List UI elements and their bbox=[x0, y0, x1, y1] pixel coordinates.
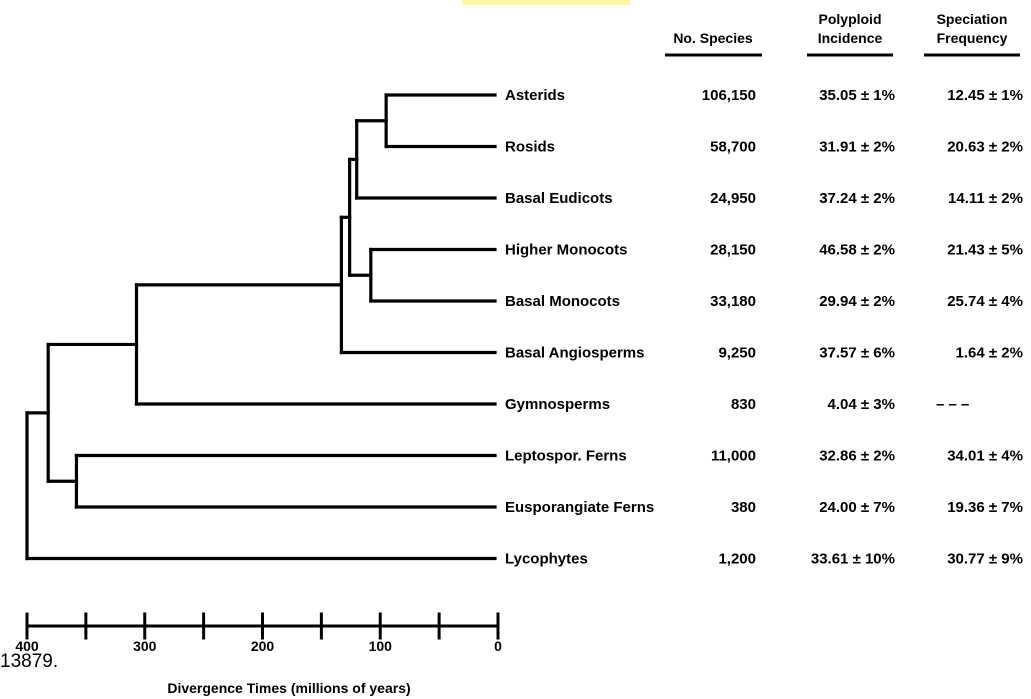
species-count: 28,150 bbox=[710, 242, 756, 259]
taxon-label-lycophytes: Lycophytes bbox=[505, 551, 588, 568]
axis-tick-label: 400 bbox=[15, 638, 39, 654]
speciation-frequency: 14.11 ± 2% bbox=[948, 190, 1023, 207]
polyploid-incidence: 35.05 ± 1% bbox=[819, 87, 895, 104]
taxa-table: Asterids 106,150 35.05 ± 1% 12.45 ± 1% Rosid… bbox=[505, 87, 1023, 568]
speciation-frequency: 19.36 ± 7% bbox=[947, 499, 1023, 516]
axis-tick-label: 0 bbox=[494, 638, 502, 654]
phylogenetic-tree bbox=[25, 93, 497, 561]
taxon-label-basal-eudicots: Basal Eudicots bbox=[505, 190, 613, 207]
taxon-row: Basal Eudicots 24,950 37.24 ± 2% 14.11 ± 2% bbox=[505, 190, 1023, 207]
species-count: 1,200 bbox=[718, 551, 756, 568]
polyploid-incidence: 37.57 ± 6% bbox=[819, 345, 895, 362]
taxon-label-basal-angiosperms: Basal Angiosperms bbox=[505, 345, 645, 362]
axis-tick-label: 200 bbox=[251, 638, 275, 654]
taxon-row: Basal Monocots 33,180 29.94 ± 2% 25.74 ± 4% bbox=[505, 293, 1023, 310]
taxon-row: Leptospor. Ferns 11,000 32.86 ± 2% 34.01 ± … bbox=[505, 448, 1023, 465]
species-count: 24,950 bbox=[710, 190, 756, 207]
taxon-row: Gymnosperms 830 4.04 ± 3% – – – bbox=[505, 396, 969, 413]
header-speciation-line2: Frequency bbox=[937, 30, 1008, 46]
species-count: 11,000 bbox=[711, 448, 756, 465]
speciation-frequency: 21.43 ± 5% bbox=[947, 242, 1023, 259]
speciation-frequency: 25.74 ± 4% bbox=[947, 293, 1023, 310]
speciation-frequency: – – – bbox=[936, 396, 969, 413]
speciation-frequency: 12.45 ± 1% bbox=[947, 87, 1023, 104]
taxon-label-gymnosperms: Gymnosperms bbox=[505, 396, 610, 413]
polyploid-incidence: 37.24 ± 2% bbox=[819, 190, 895, 207]
taxon-label-rosids: Rosids bbox=[505, 139, 555, 156]
taxon-label-eusporangiate-ferns: Eusporangiate Ferns bbox=[505, 499, 654, 516]
taxon-label-leptospor-ferns: Leptospor. Ferns bbox=[505, 448, 627, 465]
header-speciation-line1: Speciation bbox=[937, 11, 1008, 27]
speciation-frequency: 1.64 ± 2% bbox=[956, 345, 1023, 362]
species-count: 380 bbox=[731, 499, 756, 516]
species-count: 106,150 bbox=[702, 87, 756, 104]
polyploid-incidence: 29.94 ± 2% bbox=[819, 293, 895, 310]
speciation-frequency: 20.63 ± 2% bbox=[947, 139, 1023, 156]
header-polyploid-line2: Incidence bbox=[818, 30, 883, 46]
axis-tick-label: 100 bbox=[369, 638, 393, 654]
header-species: No. Species bbox=[673, 30, 753, 46]
polyploid-incidence: 32.86 ± 2% bbox=[819, 448, 895, 465]
time-axis: 400 300 200 100 0 bbox=[15, 612, 502, 654]
highlight-mark bbox=[462, 0, 630, 5]
column-headers: No. Species Polyploid Incidence Speciati… bbox=[665, 11, 1020, 57]
cropped-caption-fragment: 13879. bbox=[0, 651, 58, 672]
species-count: 830 bbox=[731, 396, 756, 413]
species-count: 58,700 bbox=[710, 139, 756, 156]
taxon-row: Basal Angiosperms 9,250 37.57 ± 6% 1.64 ± 2… bbox=[505, 345, 1023, 362]
taxon-label-higher-monocots: Higher Monocots bbox=[505, 242, 628, 259]
taxon-row: Eusporangiate Ferns 380 24.00 ± 7% 19.36 ± … bbox=[505, 499, 1023, 516]
species-count: 33,180 bbox=[710, 293, 756, 310]
polyploid-incidence: 33.61 ± 10% bbox=[811, 551, 895, 568]
species-count: 9,250 bbox=[718, 345, 756, 362]
taxon-label-asterids: Asterids bbox=[505, 87, 565, 104]
speciation-frequency: 30.77 ± 9% bbox=[947, 551, 1023, 568]
polyploid-incidence: 46.58 ± 2% bbox=[819, 242, 895, 259]
taxon-row: Rosids 58,700 31.91 ± 2% 20.63 ± 2% bbox=[505, 139, 1023, 156]
axis-tick-label: 300 bbox=[133, 638, 157, 654]
polyploid-incidence: 31.91 ± 2% bbox=[819, 139, 895, 156]
taxon-row: Lycophytes 1,200 33.61 ± 10% 30.77 ± 9% bbox=[505, 551, 1023, 568]
taxon-row: Higher Monocots 28,150 46.58 ± 2% 21.43 ± 5… bbox=[505, 242, 1023, 259]
polyploid-incidence: 24.00 ± 7% bbox=[819, 499, 895, 516]
taxon-label-basal-monocots: Basal Monocots bbox=[505, 293, 620, 310]
polyploid-incidence: 4.04 ± 3% bbox=[828, 396, 895, 413]
taxon-row: Asterids 106,150 35.05 ± 1% 12.45 ± 1% bbox=[505, 87, 1023, 104]
speciation-frequency: 34.01 ± 4% bbox=[947, 448, 1023, 465]
axis-title: Divergence Times (millions of years) bbox=[167, 680, 410, 696]
header-polyploid-line1: Polyploid bbox=[819, 11, 882, 27]
